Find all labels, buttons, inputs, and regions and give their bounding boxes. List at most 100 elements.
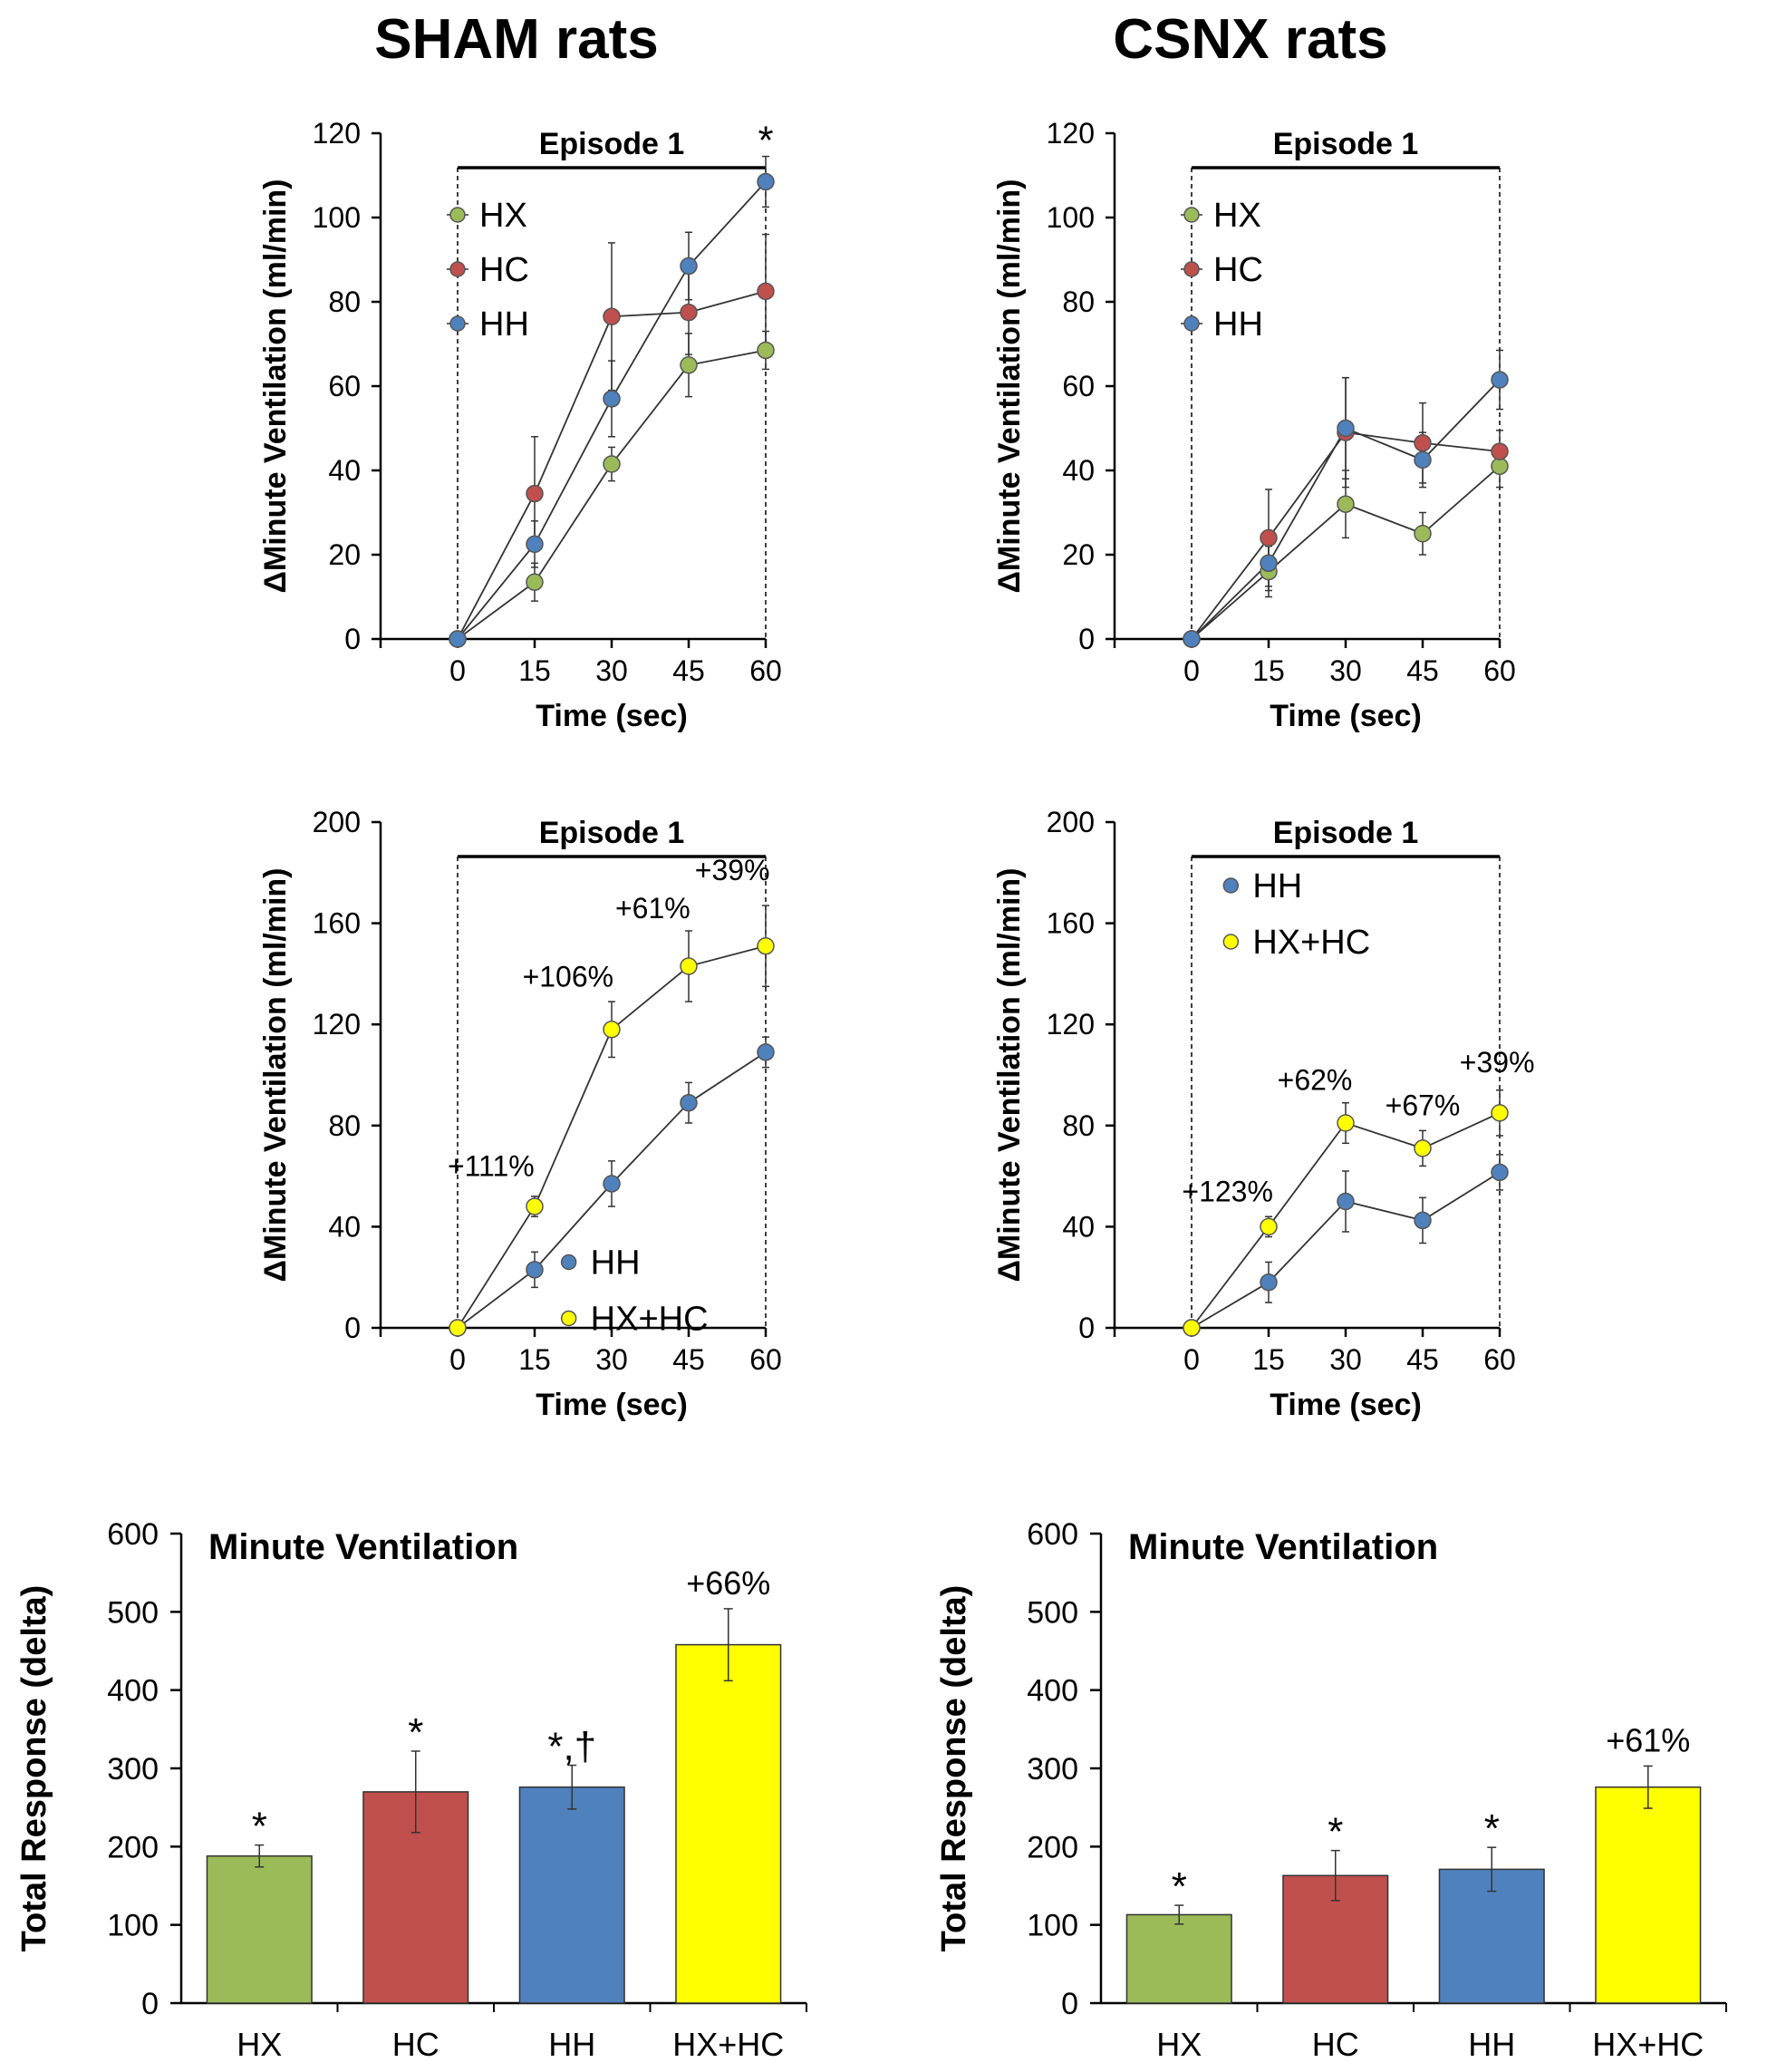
data-point-HH — [1337, 419, 1355, 438]
y-tick-label: 40 — [328, 454, 361, 487]
y-tick-label: 400 — [107, 1674, 159, 1709]
x-tick-label: 45 — [1406, 1343, 1439, 1376]
x-tick-label: 30 — [1329, 1343, 1362, 1376]
y-tick-label: 600 — [1027, 1517, 1078, 1552]
sham-top-line-chart: 0 20 40 60 80 100 120 0 15 30 45 60 Time (sec) ΔMinut… — [258, 117, 782, 733]
bar-significance-label: +66% — [686, 1564, 770, 1602]
legend-label-HX+HC: HX+HC — [591, 1300, 709, 1338]
data-point-HC — [526, 484, 544, 503]
x-tick-label: 30 — [595, 1343, 628, 1376]
y-tick-label: 60 — [328, 370, 361, 402]
data-point-HX+HC — [603, 1021, 621, 1039]
annotation-label: +39% — [695, 854, 770, 886]
data-point-HH — [680, 1093, 698, 1112]
sham-column-title: SHAM rats — [374, 8, 659, 71]
bar-significance-label: * — [1484, 1806, 1500, 1851]
data-point-HX+HC — [1337, 1114, 1355, 1132]
csnx-top-line-chart: 0 20 40 60 80 100 120 0 15 30 45 60 Time (sec) ΔMinut… — [992, 117, 1516, 733]
x-category-label: HX — [1156, 2026, 1202, 2063]
x-axis-title: Time (sec) — [536, 699, 688, 733]
sham-middle-line-chart: 0 40 80 120 160 200 0 15 30 45 60 Time (sec) ΔMinute… — [258, 806, 782, 1422]
data-point-HH — [757, 172, 775, 191]
data-point-HX — [680, 356, 698, 374]
y-tick-label: 200 — [1047, 806, 1095, 838]
data-point-HH — [449, 630, 467, 648]
data-point-HX+HC — [680, 957, 698, 975]
y-tick-label: 20 — [1062, 538, 1095, 571]
data-point-HX+HC — [449, 1319, 467, 1337]
data-point-HH — [680, 257, 698, 276]
data-point-HH — [1491, 371, 1509, 389]
episode-label: Episode 1 — [539, 816, 685, 850]
data-point-HH — [1414, 1211, 1432, 1230]
x-tick-label: 60 — [749, 1343, 782, 1376]
data-point-HX — [526, 573, 544, 591]
y-tick-label: 40 — [328, 1210, 361, 1243]
x-tick-label: 45 — [672, 1343, 705, 1376]
y-tick-label: 80 — [328, 1109, 361, 1142]
x-tick-label: 0 — [1183, 654, 1200, 687]
legend-label-HH: HH — [591, 1244, 641, 1282]
episode-label: Episode 1 — [1273, 127, 1419, 161]
data-point-HX+HC — [757, 936, 775, 955]
y-tick-label: 0 — [1061, 1987, 1078, 2021]
legend-label-HX+HC: HX+HC — [1252, 924, 1370, 962]
x-tick-label: 15 — [1252, 1343, 1285, 1376]
annotation-label: +111% — [448, 1150, 535, 1183]
data-point-HX — [757, 341, 775, 360]
x-tick-label: 60 — [1483, 654, 1516, 687]
bar-HX+HC — [675, 1643, 782, 2004]
y-tick-label: 0 — [1078, 1312, 1095, 1344]
x-tick-label: 15 — [518, 1343, 551, 1376]
csnx-middle-line-chart: 0 40 80 120 160 200 0 15 30 45 60 Time (sec) ΔMinute… — [992, 806, 1535, 1422]
x-axis-title: Time (sec) — [1270, 1388, 1422, 1422]
y-tick-label: 100 — [1027, 1909, 1078, 1943]
y-tick-label: 600 — [107, 1517, 159, 1552]
legend-marker-HX — [1183, 207, 1200, 223]
y-tick-label: 80 — [1062, 1109, 1095, 1142]
data-point-HX+HC — [1414, 1139, 1432, 1157]
data-point-HX+HC — [1183, 1319, 1201, 1337]
sham-bar-chart: 0 100 200 300 400 500 600 Total Response (delta… — [15, 1517, 807, 2063]
data-point-HX+HC — [1491, 1104, 1509, 1122]
bar-HX+HC — [1595, 1786, 1702, 2004]
data-point-HX — [1337, 495, 1355, 513]
data-point-HH — [757, 1043, 775, 1061]
data-point-HH — [603, 390, 621, 408]
y-tick-label: 0 — [344, 1312, 361, 1344]
bar-significance-label: +61% — [1606, 1721, 1690, 1758]
y-tick-label: 160 — [1047, 907, 1095, 940]
data-point-HC — [1260, 528, 1278, 547]
bar-significance-label: * — [1172, 1864, 1187, 1909]
legend-marker-HH — [560, 1254, 577, 1271]
x-category-label: HC — [392, 2026, 439, 2063]
x-category-label: HC — [1312, 2026, 1359, 2063]
legend-marker-HH — [1222, 877, 1240, 894]
y-tick-label: 300 — [1027, 1752, 1078, 1786]
y-tick-label: 80 — [328, 286, 361, 318]
data-point-HX — [1491, 457, 1509, 476]
x-tick-label: 15 — [518, 654, 551, 687]
x-tick-label: 15 — [1252, 654, 1285, 687]
legend-marker-HX+HC — [560, 1310, 577, 1327]
x-tick-label: 30 — [1329, 654, 1362, 687]
y-tick-label: 0 — [141, 1987, 159, 2021]
x-tick-label: 0 — [449, 654, 466, 687]
y-tick-label: 100 — [107, 1909, 159, 1943]
y-tick-label: 200 — [107, 1830, 159, 1864]
legend-marker-HX+HC — [1222, 934, 1240, 950]
legend-label-HC: HC — [1213, 251, 1263, 289]
bar-significance-label: * — [1328, 1810, 1343, 1854]
bar-chart-title: Minute Ventilation — [1128, 1527, 1438, 1567]
bar-HX — [1125, 1913, 1232, 2004]
bar-significance-label: * — [252, 1805, 267, 1849]
y-axis-title: Total Response (delta) — [935, 1585, 973, 1952]
x-category-label: HX+HC — [1592, 2026, 1704, 2063]
data-point-HX+HC — [1260, 1217, 1278, 1236]
episode-label: Episode 1 — [539, 127, 685, 161]
y-tick-label: 160 — [313, 907, 361, 940]
legend-label-HX: HX — [479, 197, 527, 235]
legend-marker-HC — [1183, 261, 1200, 277]
y-tick-label: 80 — [1062, 286, 1095, 318]
bar-significance-label: * — [408, 1710, 423, 1755]
